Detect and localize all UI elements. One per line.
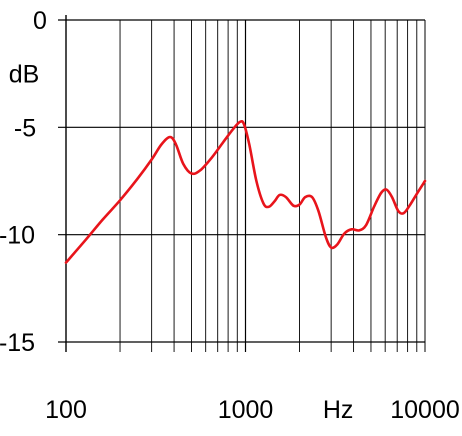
y-tick-label: 0	[33, 7, 47, 35]
y-unit-label: dB	[9, 61, 40, 89]
x-tick-label: 100	[45, 396, 87, 424]
series-line-0	[64, 119, 427, 264]
y-tick-label: -5	[14, 114, 36, 142]
x-tick-label: 10000	[390, 396, 460, 424]
series-layer	[64, 119, 427, 264]
x-tick-label: 1000	[218, 396, 274, 424]
labels: 0 -5 -10 -15 dB 100 1000 10000 Hz	[0, 7, 460, 424]
y-tick-label: -15	[0, 329, 35, 357]
grid	[58, 19, 426, 352]
y-tick-label: -10	[0, 222, 35, 250]
x-unit-label: Hz	[323, 396, 354, 424]
